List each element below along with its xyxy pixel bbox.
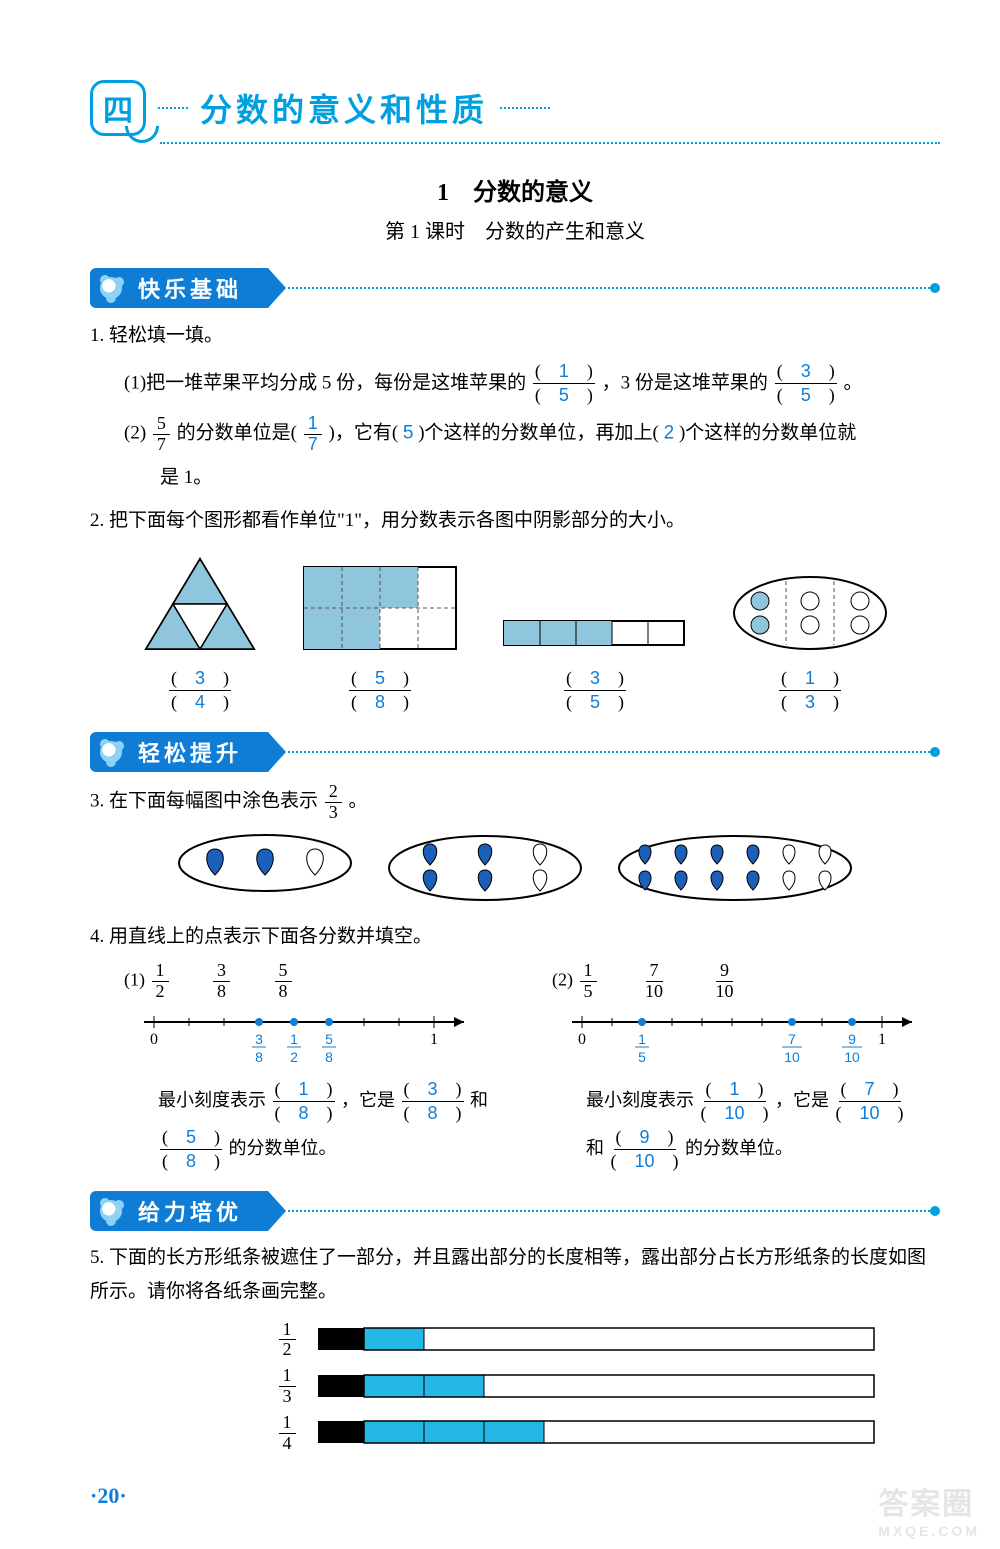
decorative-dots bbox=[158, 107, 188, 109]
tag-label: 轻松提升 bbox=[90, 732, 268, 772]
chapter-title: 分数的意义和性质 bbox=[200, 85, 488, 131]
triangle-icon bbox=[140, 553, 260, 653]
shape-triangle: ( 3 ) ( 4 ) bbox=[140, 553, 260, 715]
answer-fraction: ( 3 ) ( 4 ) bbox=[169, 667, 231, 715]
text: 3. 在下面每幅图中涂色表示 bbox=[90, 791, 318, 812]
q4-right-text: 最小刻度表示 ( 1 )( 10 ) ，它是 ( 7 )( 10 ) 和 ( 9… bbox=[586, 1078, 940, 1174]
text: )个这样的分数单位就 bbox=[679, 423, 856, 444]
numberline-icon: 0 1 1 5 7 10 9 10 bbox=[552, 1002, 932, 1072]
strip-icon bbox=[318, 1373, 878, 1401]
decorative-dot bbox=[930, 283, 940, 293]
decorative-dots bbox=[500, 107, 550, 109]
text: 的分数单位是( bbox=[177, 423, 297, 444]
svg-text:8: 8 bbox=[325, 1049, 333, 1065]
text: (1)把一堆苹果平均分成 5 份，每份是这堆苹果的 bbox=[124, 372, 526, 393]
tag-advanced: 给力培优 bbox=[90, 1191, 940, 1231]
strip-row: 12 bbox=[270, 1320, 940, 1361]
svg-text:10: 10 bbox=[844, 1049, 860, 1065]
text: )个这样的分数单位，再加上( bbox=[418, 423, 659, 444]
answer-fraction: ( 5 ) ( 8 ) bbox=[349, 667, 411, 715]
answer-fraction: 17 bbox=[304, 414, 322, 455]
q4-left-fracs: (1) 12 38 58 bbox=[124, 961, 512, 1002]
strip-icon bbox=[318, 1419, 878, 1447]
tag-label: 快乐基础 bbox=[90, 268, 268, 308]
watermark: 答案圈 MXQE.COM bbox=[878, 1479, 980, 1539]
numberline-icon: 0 1 3 8 1 2 5 8 bbox=[124, 1002, 484, 1072]
q1-part1: (1)把一堆苹果平均分成 5 份，每份是这堆苹果的 ( 1 ) ( 5 ) ，3… bbox=[124, 360, 940, 408]
decorative-dot bbox=[930, 747, 940, 757]
svg-text:7: 7 bbox=[788, 1031, 796, 1047]
strip-label: 14 bbox=[272, 1413, 302, 1454]
strip-label: 12 bbox=[272, 1320, 302, 1361]
q4-row: (1) 12 38 58 0 1 bbox=[124, 961, 940, 1173]
q2-stem: 2. 把下面每个图形都看作单位"1"，用分数表示各图中阴影部分的大小。 bbox=[90, 503, 940, 539]
chapter-header: 四 分数的意义和性质 bbox=[90, 80, 940, 136]
q1-part2: (2) 57 的分数单位是( 17 )，它有( 5 )个这样的分数单位，再加上(… bbox=[124, 414, 940, 455]
decorative-dots bbox=[288, 1210, 930, 1212]
svg-text:8: 8 bbox=[255, 1049, 263, 1065]
answer: 5 bbox=[403, 423, 414, 444]
bar-icon bbox=[500, 613, 690, 653]
tag-label: 给力培优 bbox=[90, 1191, 268, 1231]
q5-stem: 5. 下面的长方形纸条被遮住了一部分，并且露出部分的长度相等，露出部分占长方形纸… bbox=[90, 1241, 940, 1309]
q4-left-text: 最小刻度表示 ( 1 )( 8 ) ，它是 ( 3 )( 8 ) 和 ( 5 )… bbox=[158, 1078, 512, 1174]
fraction: 23 bbox=[325, 782, 342, 823]
svg-text:5: 5 bbox=[325, 1031, 333, 1047]
strip-row: 14 bbox=[270, 1413, 940, 1454]
q3-figures bbox=[90, 833, 940, 903]
svg-text:5: 5 bbox=[638, 1049, 646, 1065]
decorative-dots bbox=[288, 287, 930, 289]
strip-icon bbox=[318, 1326, 878, 1354]
answer-fraction: ( 3 ) ( 5 ) bbox=[564, 667, 626, 715]
svg-text:3: 3 bbox=[255, 1031, 263, 1047]
shape-grid: ( 5 ) ( 8 ) bbox=[300, 563, 460, 715]
decorative-line bbox=[160, 142, 940, 144]
answer-fraction: ( 1 ) ( 3 ) bbox=[779, 667, 841, 715]
text: ，3 份是这堆苹果的 bbox=[602, 372, 768, 393]
answer-fraction: ( 3 ) ( 5 ) bbox=[775, 360, 837, 408]
svg-text:1: 1 bbox=[290, 1031, 298, 1047]
page-number: ·20· bbox=[90, 1483, 940, 1509]
strip-row: 13 bbox=[270, 1366, 940, 1407]
tag-intermediate: 轻松提升 bbox=[90, 732, 940, 772]
oval-group-icon bbox=[615, 833, 855, 903]
oval-icon bbox=[730, 573, 890, 653]
q4-right-fracs: (2) 15 710 910 bbox=[552, 961, 940, 1002]
decorative-dots bbox=[288, 751, 930, 753]
text: 。 bbox=[349, 791, 368, 812]
answer: 2 bbox=[664, 423, 675, 444]
answer-fraction: ( 1 ) ( 5 ) bbox=[533, 360, 595, 408]
section-title: 1 分数的意义 bbox=[90, 172, 940, 207]
fraction: 57 bbox=[153, 414, 170, 455]
svg-text:1: 1 bbox=[430, 1031, 438, 1048]
shape-oval: ( 1 ) ( 3 ) bbox=[730, 573, 890, 715]
text: )，它有( bbox=[329, 423, 399, 444]
svg-text:0: 0 bbox=[150, 1031, 158, 1048]
shape-bar: ( 3 ) ( 5 ) bbox=[500, 613, 690, 715]
q1-part2-line2: 是 1。 bbox=[160, 460, 940, 496]
svg-text:1: 1 bbox=[638, 1031, 646, 1047]
oval-group-icon bbox=[175, 833, 355, 893]
q4-stem: 4. 用直线上的点表示下面各分数并填空。 bbox=[90, 919, 940, 955]
q5-strips: 12 13 14 bbox=[270, 1320, 940, 1454]
q3-stem: 3. 在下面每幅图中涂色表示 23 。 bbox=[90, 782, 940, 823]
text: (2) bbox=[124, 423, 146, 444]
oval-group-icon bbox=[385, 833, 585, 903]
svg-text:10: 10 bbox=[784, 1049, 800, 1065]
decorative-dot bbox=[930, 1206, 940, 1216]
chapter-badge: 四 bbox=[90, 80, 146, 136]
text: 。 bbox=[843, 372, 862, 393]
q4-right: (2) 15 710 910 0 1 bbox=[552, 961, 940, 1173]
section-subtitle: 第 1 课时 分数的产生和意义 bbox=[90, 215, 940, 244]
strip-label: 13 bbox=[272, 1366, 302, 1407]
grid-icon bbox=[300, 563, 460, 653]
q2-shapes: ( 3 ) ( 4 ) ( 5 ) ( 8 ) bbox=[120, 553, 910, 715]
svg-text:2: 2 bbox=[290, 1049, 298, 1065]
q4-left: (1) 12 38 58 0 1 bbox=[124, 961, 512, 1173]
tag-basic: 快乐基础 bbox=[90, 268, 940, 308]
svg-text:0: 0 bbox=[578, 1031, 586, 1048]
q1-stem: 1. 轻松填一填。 bbox=[90, 318, 940, 354]
svg-text:9: 9 bbox=[848, 1031, 856, 1047]
svg-text:1: 1 bbox=[878, 1031, 886, 1048]
